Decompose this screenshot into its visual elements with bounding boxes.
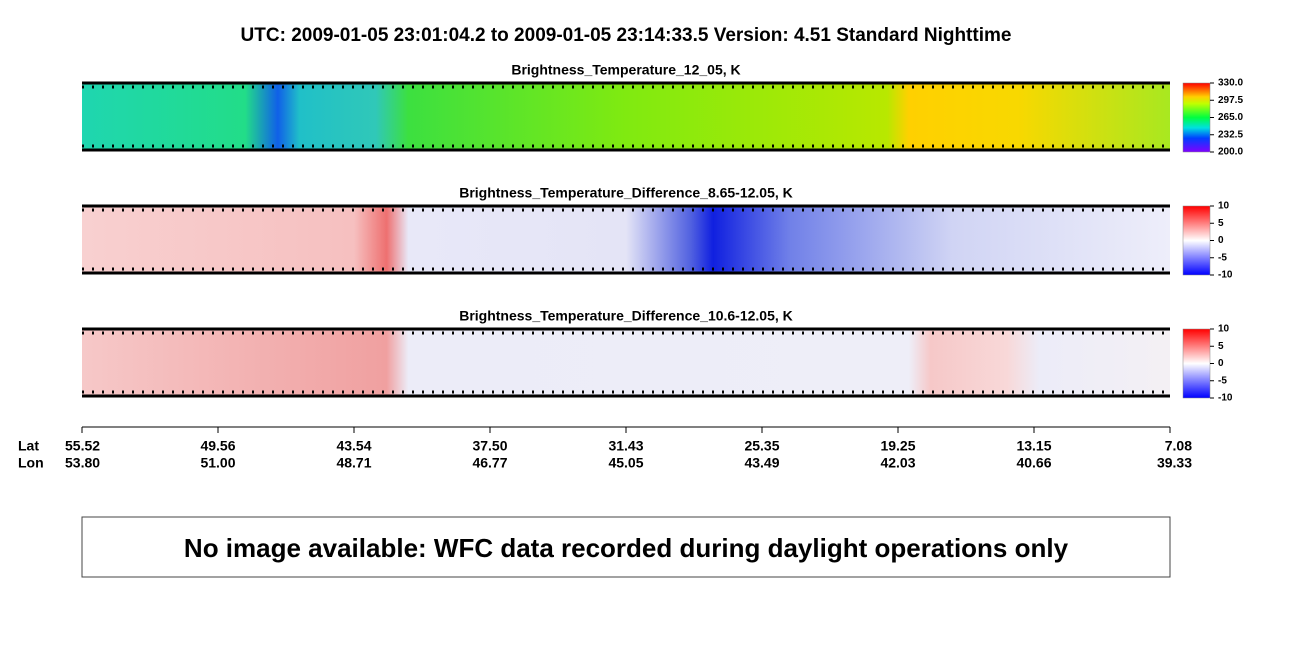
page-title: UTC: 2009-01-05 23:01:04.2 to 2009-01-05… <box>241 25 1012 46</box>
strip-image <box>82 206 1170 273</box>
colorbar-tick-label: 5 <box>1218 341 1224 352</box>
lat-label: Lat <box>18 438 39 454</box>
colorbar-tick-label: 200.0 <box>1218 147 1243 158</box>
lon-tick-label: 53.80 <box>65 455 100 471</box>
colorbar-tick-label: 0 <box>1218 235 1224 246</box>
colorbar-tick-label: -5 <box>1218 375 1227 386</box>
colorbar-tick-label: 265.0 <box>1218 112 1243 123</box>
lon-tick-label: 40.66 <box>1016 455 1051 471</box>
colorbar-tick-label: -10 <box>1218 393 1233 404</box>
lon-tick-label: 51.00 <box>200 455 235 471</box>
notice-box <box>81 516 1171 578</box>
notice: No image available: WFC data recorded du… <box>184 533 1069 563</box>
colorbar-tick-label: 297.5 <box>1218 95 1243 106</box>
strip-image <box>82 83 1170 150</box>
lat-tick-label: 43.54 <box>336 438 371 454</box>
colorbar-tick-label: -10 <box>1218 270 1233 281</box>
lon-tick-label: 45.05 <box>608 455 643 471</box>
colorbar <box>1182 328 1211 399</box>
colorbar-tick-label: 10 <box>1218 324 1230 335</box>
lon-tick-label: 48.71 <box>336 455 371 471</box>
lat-tick-label: 19.25 <box>880 438 915 454</box>
lat-tick-label: 37.50 <box>472 438 507 454</box>
lat-tick-label: 7.08 <box>1165 438 1192 454</box>
colorbar-tick-label: 5 <box>1218 218 1224 229</box>
strip-title: Brightness_Temperature_12_05, K <box>511 62 740 78</box>
colorbar <box>1182 82 1211 153</box>
colorbar-tick-label: -5 <box>1218 252 1227 263</box>
strip-title: Brightness_Temperature_Difference_8.65-1… <box>459 185 793 201</box>
colorbar-tick-label: 232.5 <box>1218 129 1243 140</box>
lat-tick-label: 25.35 <box>744 438 779 454</box>
lon-tick-label: 46.77 <box>472 455 507 471</box>
lat-tick-label: 49.56 <box>200 438 235 454</box>
colorbar-tick-label: 10 <box>1218 201 1230 212</box>
strip-title: Brightness_Temperature_Difference_10.6-1… <box>459 308 793 324</box>
colorbar <box>1182 205 1211 276</box>
lon-tick-label: 39.33 <box>1157 455 1192 471</box>
lon-tick-label: 43.49 <box>744 455 779 471</box>
lon-label: Lon <box>18 455 44 471</box>
lat-tick-label: 31.43 <box>608 438 643 454</box>
strip-image <box>82 329 1170 396</box>
lon-tick-label: 42.03 <box>880 455 915 471</box>
colorbar-tick-label: 0 <box>1218 358 1224 369</box>
lat-tick-label: 13.15 <box>1016 438 1051 454</box>
lat-tick-label: 55.52 <box>65 438 100 454</box>
colorbar-tick-label: 330.0 <box>1218 78 1243 89</box>
